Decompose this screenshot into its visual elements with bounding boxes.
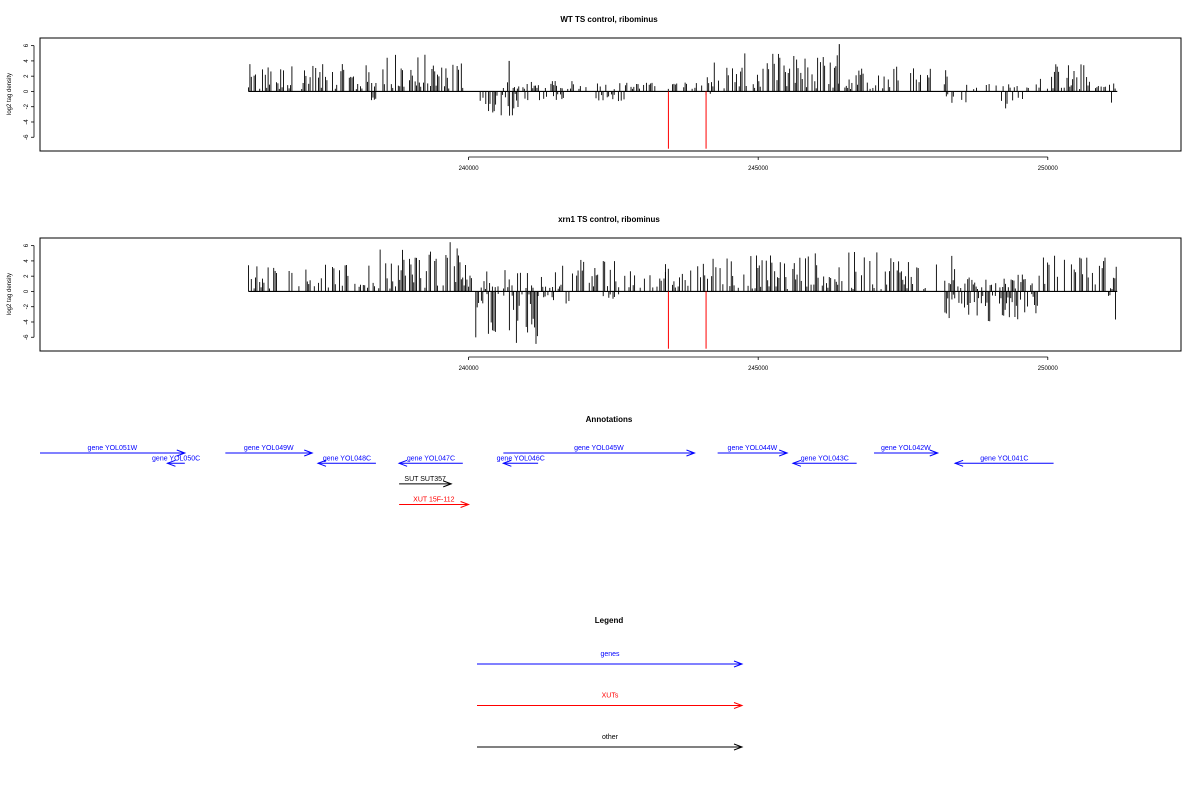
arrow-head-icon — [443, 480, 453, 488]
feature-label: gene YOL041C — [980, 455, 1028, 462]
legend-entry: genes — [477, 651, 744, 668]
x-tick-label: 250000 — [1038, 166, 1059, 172]
y-tick-label: -6 — [24, 334, 30, 340]
arrow-head-icon — [791, 459, 802, 467]
feature-label: gene YOL043C — [801, 455, 849, 462]
x-tick-label: 245000 — [748, 166, 769, 172]
x-tick-label: 245000 — [748, 366, 769, 372]
xrn1-plot-frame — [39, 237, 1182, 352]
xrn1-x-axis: 240000 245000 250000 — [459, 356, 1059, 372]
arrow-head-icon — [686, 449, 696, 457]
y-tick-label: -4 — [24, 119, 30, 125]
legend-label: other — [602, 734, 619, 741]
legend-entry: other — [477, 734, 744, 751]
feature-label: XUT 15F-112 — [413, 497, 454, 504]
annotation-feature: gene YOL050C — [152, 455, 200, 467]
arrow-head-icon — [304, 449, 314, 457]
feature-label: gene YOL044W — [728, 445, 778, 452]
y-tick-label: 2 — [24, 74, 30, 78]
arrow-head-icon — [165, 459, 176, 467]
annotation-feature: XUT 15F-112 — [399, 497, 471, 508]
arrow-head-icon — [733, 743, 744, 751]
feature-label: gene YOL046C — [497, 455, 545, 462]
feature-label: gene YOL050C — [152, 455, 200, 462]
arrow-head-icon — [460, 501, 471, 508]
arrow-head-icon — [397, 459, 408, 467]
wt-y-axis: -6 -4 -2 0 2 4 6 — [24, 43, 35, 140]
arrow-head-icon — [733, 702, 744, 709]
annotations-title: Annotations — [586, 415, 633, 424]
wt-plot-frame — [39, 37, 1182, 152]
arrow-head-icon — [501, 459, 512, 467]
y-tick-label: -2 — [24, 303, 30, 309]
feature-label: gene YOL047C — [407, 455, 455, 462]
wt-signal-bars — [248, 44, 1118, 116]
arrow-head-icon — [778, 449, 789, 457]
feature-label: gene YOL042W — [881, 445, 931, 452]
y-tick-label: -6 — [24, 134, 30, 140]
y-tick-label: 4 — [24, 59, 30, 63]
legend-title: Legend — [595, 616, 624, 625]
y-tick-label: 6 — [24, 43, 30, 47]
annotation-feature: gene YOL041C — [953, 455, 1054, 467]
y-tick-label: 6 — [24, 243, 30, 247]
annotation-feature: gene YOL046C — [497, 455, 545, 467]
annotation-feature: gene YOL042W — [874, 445, 940, 457]
annotation-feature: gene YOL048C — [316, 455, 376, 467]
annotation-feature: gene YOL049W — [225, 445, 314, 457]
annotation-feature: gene YOL051W — [40, 445, 187, 457]
y-tick-label: -4 — [24, 319, 30, 325]
xrn1-red-markers — [667, 291, 707, 349]
y-tick-label: 0 — [24, 289, 30, 293]
legend-label: XUTs — [602, 693, 619, 700]
wt-track-panel: WT TS control, ribominus -6 -4 -2 0 2 4 6 2400… — [7, 15, 1182, 172]
y-tick-label: 4 — [24, 259, 30, 263]
legend-entries: genes XUTs other — [477, 651, 744, 751]
arrow-head-icon — [316, 459, 327, 467]
annotation-features: gene YOL051W gene YOL050C gene YOL049W gene… — [40, 445, 1054, 508]
feature-label: SUT SUT357 — [404, 476, 446, 483]
wt-red-markers — [667, 91, 707, 149]
arrow-head-icon — [176, 449, 187, 457]
y-tick-label: -2 — [24, 103, 30, 109]
annotation-feature: gene YOL045W — [503, 445, 696, 457]
wt-y-axis-label: log2 tag density — [7, 73, 13, 115]
arrow-head-icon — [929, 449, 940, 457]
legend-panel: Legend genes XUTs other — [477, 616, 744, 751]
annotation-feature: SUT SUT357 — [399, 476, 453, 488]
feature-label: gene YOL048C — [323, 455, 371, 462]
feature-label: gene YOL045W — [574, 445, 624, 452]
arrow-head-icon — [953, 459, 964, 467]
xrn1-track-title: xrn1 TS control, ribominus — [558, 215, 660, 224]
annotation-feature: gene YOL043C — [791, 455, 857, 467]
annotation-feature: gene YOL047C — [397, 455, 463, 467]
feature-label: gene YOL051W — [88, 445, 138, 452]
arrow-head-icon — [733, 660, 744, 668]
x-tick-label: 240000 — [459, 366, 480, 372]
legend-label: genes — [600, 651, 620, 658]
xrn1-y-axis: -6 -4 -2 0 2 4 6 — [24, 243, 35, 340]
y-tick-label: 0 — [24, 89, 30, 93]
x-tick-label: 250000 — [1038, 366, 1059, 372]
xrn1-signal-bars — [248, 242, 1118, 344]
y-tick-label: 2 — [24, 274, 30, 278]
x-tick-label: 240000 — [459, 166, 480, 172]
annotation-feature: gene YOL044W — [717, 445, 789, 457]
xrn1-y-axis-label: log2 tag density — [7, 273, 13, 315]
wt-x-axis: 240000 245000 250000 — [459, 156, 1059, 172]
feature-label: gene YOL049W — [244, 445, 294, 452]
xrn1-track-panel: xrn1 TS control, ribominus -6 -4 -2 0 2 4 6 24… — [7, 215, 1182, 372]
legend-entry: XUTs — [477, 693, 744, 709]
wt-track-title: WT TS control, ribominus — [560, 15, 658, 24]
